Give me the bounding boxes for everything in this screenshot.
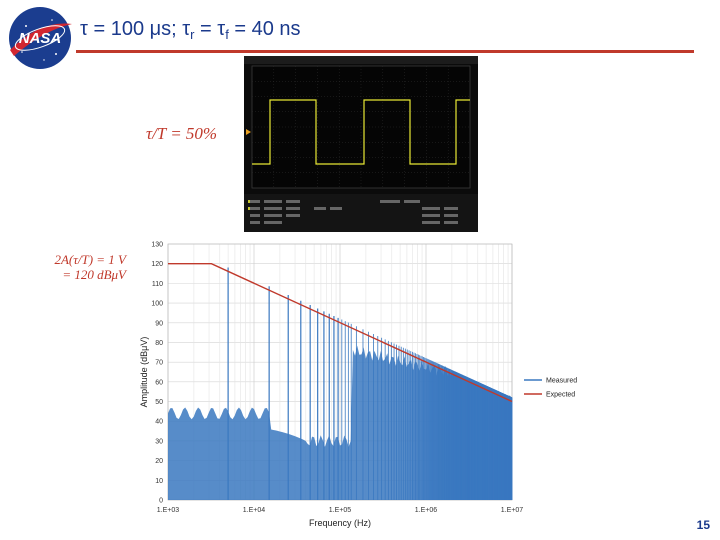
legend-label: Measured: [546, 378, 577, 385]
x-tick-label: 1.E+07: [501, 507, 523, 514]
y-tick-label: 0: [159, 498, 163, 505]
spectrum-chart: 0 10 20 30 40 50 60 70 80 90 100 110 120 130 1.E+03 1.E…: [128, 234, 592, 540]
spectrum-chart-svg: 0 10 20 30 40 50 60 70 80 90 100 110 120 130 1.E+03 1.E…: [128, 234, 592, 540]
y-tick-label: 120: [151, 261, 163, 268]
title-sub-f: f: [225, 27, 229, 42]
x-tick-label: 1.E+05: [329, 507, 351, 514]
y-tick-label: 90: [155, 320, 163, 327]
y-tick-label: 130: [151, 242, 163, 249]
y-axis-title: Amplitude (dBμV): [139, 337, 149, 408]
scope-trace: [252, 99, 470, 165]
x-tick-label: 1.E+06: [415, 507, 437, 514]
amplitude-annotation: 2A(τ/T) = 1 V = 120 dBμV: [40, 252, 126, 282]
amplitude-line-2: = 120 dBμV: [62, 267, 126, 282]
slide-title: τ = 100 μs; τr = τf = 40 ns: [80, 18, 301, 42]
oscilloscope-screenshot: [244, 56, 478, 232]
y-tick-label: 60: [155, 379, 163, 386]
title-end: = 40 ns: [228, 18, 301, 40]
x-tick-label: 1.E+03: [157, 507, 179, 514]
y-tick-label: 30: [155, 438, 163, 445]
title-mid: = τ: [194, 18, 226, 40]
y-tick-label: 40: [155, 419, 163, 426]
title-rule: [76, 50, 694, 53]
title-main: τ = 100 μs; τ: [80, 18, 191, 40]
y-tick-label: 100: [151, 301, 163, 308]
y-tick-label: 20: [155, 458, 163, 465]
y-tick-label: 110: [152, 281, 163, 288]
x-axis-title: Frequency (Hz): [309, 518, 371, 528]
page-number: 15: [696, 518, 710, 532]
nasa-logo: NASA: [4, 2, 76, 74]
expected-envelope-line: [168, 262, 513, 403]
y-tick-label: 70: [155, 360, 163, 367]
y-tick-label: 80: [155, 340, 163, 347]
title-sub-r: r: [190, 27, 195, 42]
amplitude-line-1: 2A(τ/T) = 1 V: [54, 252, 126, 267]
y-tick-label: 50: [155, 399, 163, 406]
trigger-marker-icon: [246, 129, 251, 135]
nasa-meatball-icon: NASA: [9, 7, 72, 69]
x-tick-label: 1.E+04: [243, 507, 265, 514]
chart-legend: Measured Expected: [524, 378, 577, 399]
legend-label: Expected: [546, 392, 575, 399]
logo-text: NASA: [19, 30, 62, 47]
y-tick-label: 10: [155, 478, 163, 485]
duty-cycle-label: τ/T = 50%: [146, 124, 218, 143]
